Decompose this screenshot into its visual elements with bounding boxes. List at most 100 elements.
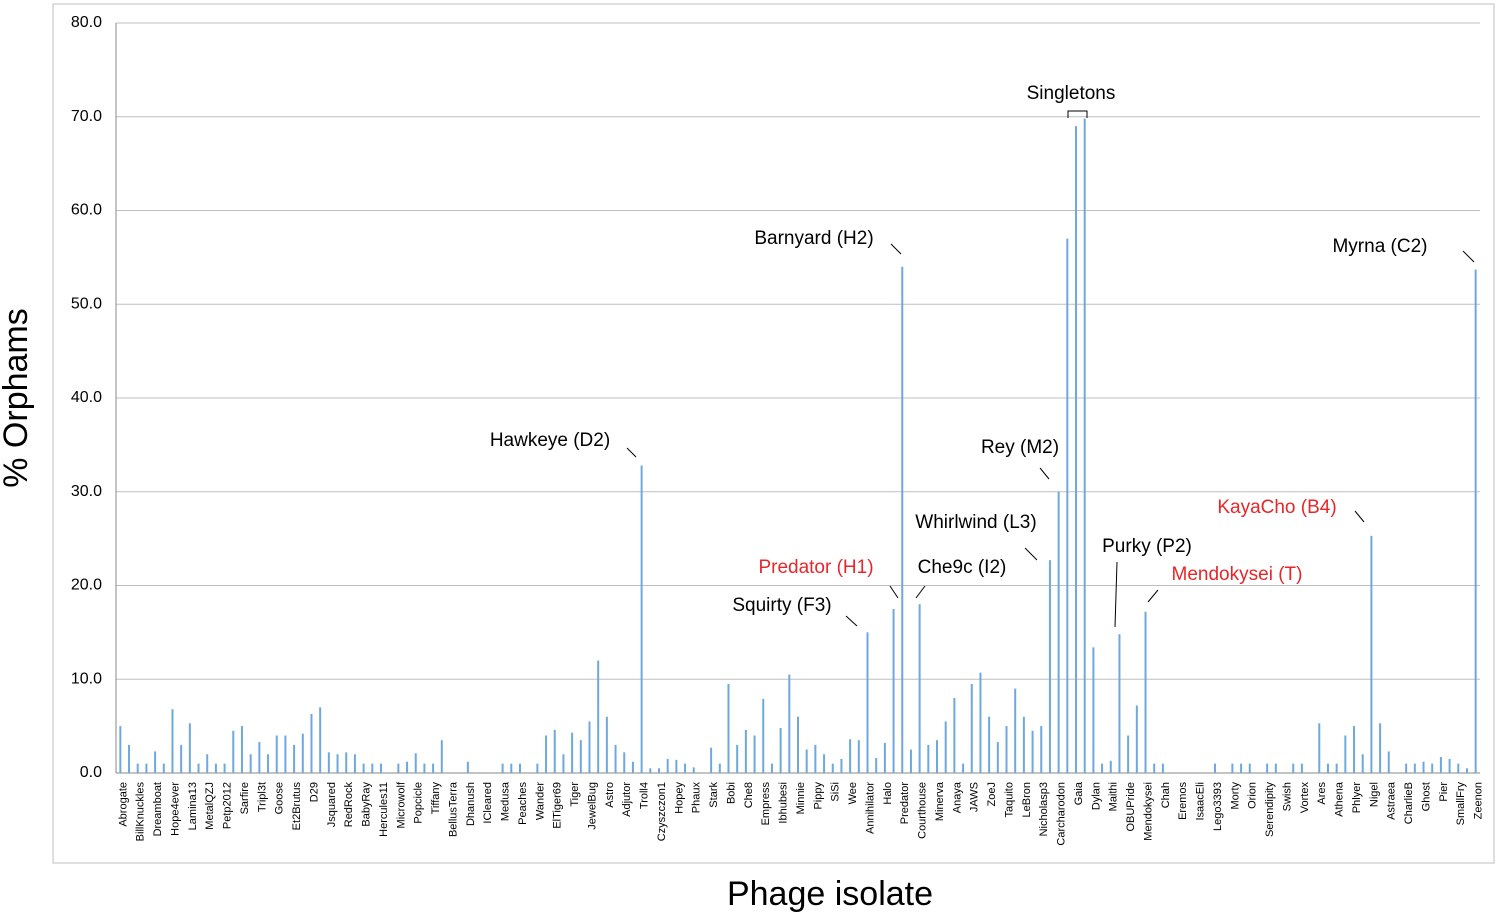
x-tick-label: Vortex	[1299, 782, 1311, 814]
bar	[1031, 730, 1034, 773]
bar	[1370, 535, 1373, 773]
bar	[1318, 723, 1321, 773]
x-tick-label: Predator	[899, 782, 911, 825]
bar	[588, 721, 591, 773]
x-tick-label: Petp2012	[222, 782, 234, 829]
bar	[214, 763, 217, 773]
bar	[727, 683, 730, 773]
bar	[1127, 735, 1130, 773]
y-tick-label: 60.0	[71, 202, 102, 219]
bar	[154, 751, 157, 773]
bar	[1335, 763, 1338, 773]
bar	[718, 763, 721, 773]
bar	[1439, 757, 1442, 773]
bar	[788, 674, 791, 773]
x-tick-label: Bobi	[725, 782, 737, 804]
x-tick-label: Ares	[1316, 782, 1328, 805]
x-tick-label: Goose	[274, 782, 286, 814]
x-tick-label: Sarfire	[239, 782, 251, 814]
bar	[1292, 763, 1295, 773]
x-tick-label: ICleared	[482, 782, 494, 824]
x-tick-label: Ghost	[1420, 782, 1432, 811]
x-tick-label: SiSi	[830, 782, 842, 802]
x-tick-label: BellusTerra	[447, 781, 459, 837]
bar	[1144, 611, 1147, 773]
x-axis-title: Phage isolate	[727, 875, 933, 913]
bar	[501, 763, 504, 773]
x-tick-label: Czyszczon1	[656, 782, 668, 841]
annotation-leader	[1114, 561, 1118, 628]
x-tick-label: Dhanush	[465, 782, 477, 826]
bar	[684, 763, 687, 773]
bar	[866, 632, 869, 773]
bar	[432, 763, 435, 773]
bar	[1422, 761, 1425, 773]
bar	[979, 672, 982, 773]
bar	[571, 732, 574, 773]
bar	[1101, 763, 1104, 773]
bar	[240, 726, 243, 773]
annotation: Whirlwind (L3)	[915, 512, 1036, 533]
x-tick-label: Wander	[534, 782, 546, 820]
x-tick-label: Tripl3t	[256, 782, 268, 812]
bar	[1300, 763, 1303, 773]
annotation: Barnyard (H2)	[754, 228, 873, 249]
x-tick-label: Serendipity	[1264, 782, 1276, 838]
bar	[797, 716, 799, 773]
annotation-leader	[1024, 547, 1038, 561]
bar	[1248, 763, 1251, 773]
annotation-leader	[889, 585, 899, 599]
bar	[962, 763, 965, 773]
annotation: Che9c (I2)	[918, 557, 1007, 578]
bar	[119, 726, 122, 773]
bar	[206, 754, 209, 773]
x-tick-label: Gaia	[1073, 781, 1085, 805]
bar	[440, 740, 443, 773]
x-tick-label: Empress	[760, 782, 772, 826]
bar	[301, 733, 304, 773]
annotation: Myrna (C2)	[1332, 236, 1427, 257]
bar	[1431, 763, 1434, 773]
x-tick-label: Tiger	[569, 782, 581, 807]
bar	[918, 604, 921, 773]
bar	[1109, 760, 1112, 773]
bar	[1214, 763, 1217, 773]
bar	[345, 752, 348, 773]
bar	[579, 740, 582, 773]
x-tick-label: Peaches	[517, 782, 529, 825]
y-tick-label: 30.0	[71, 483, 102, 500]
bar	[753, 735, 756, 773]
bar	[553, 729, 556, 773]
x-tick-label: Astraea	[1386, 781, 1398, 820]
x-tick-label: Pippy	[812, 782, 824, 810]
bar	[284, 735, 287, 773]
bar	[823, 754, 826, 773]
x-tick-label: Wee	[847, 782, 859, 804]
x-tick-label: Halo	[882, 782, 894, 805]
bar	[1118, 634, 1121, 773]
x-tick-label: Abrogate	[117, 782, 129, 827]
bar	[1474, 269, 1477, 773]
bar	[1387, 751, 1390, 773]
y-tick-label: 80.0	[71, 14, 102, 31]
bar	[849, 739, 852, 773]
annotation: Purky (P2)	[1102, 536, 1192, 557]
bar	[562, 754, 565, 773]
bar	[162, 763, 165, 773]
y-tick-label: 20.0	[71, 577, 102, 594]
bar	[736, 744, 739, 773]
bar	[1005, 726, 1008, 773]
bar	[362, 763, 365, 773]
annotation-leader	[626, 447, 637, 458]
bar	[953, 698, 956, 773]
bar	[1240, 763, 1243, 773]
bar	[1022, 716, 1025, 773]
bar	[414, 753, 417, 773]
bar	[831, 763, 834, 773]
bar	[597, 660, 600, 773]
x-tick-label: Annihilator	[864, 782, 876, 834]
x-tick-label: Lamina13	[187, 782, 199, 830]
x-tick-label: SmallFry	[1455, 782, 1467, 826]
x-tick-label: Morty	[1229, 782, 1241, 810]
bar	[1040, 726, 1043, 773]
